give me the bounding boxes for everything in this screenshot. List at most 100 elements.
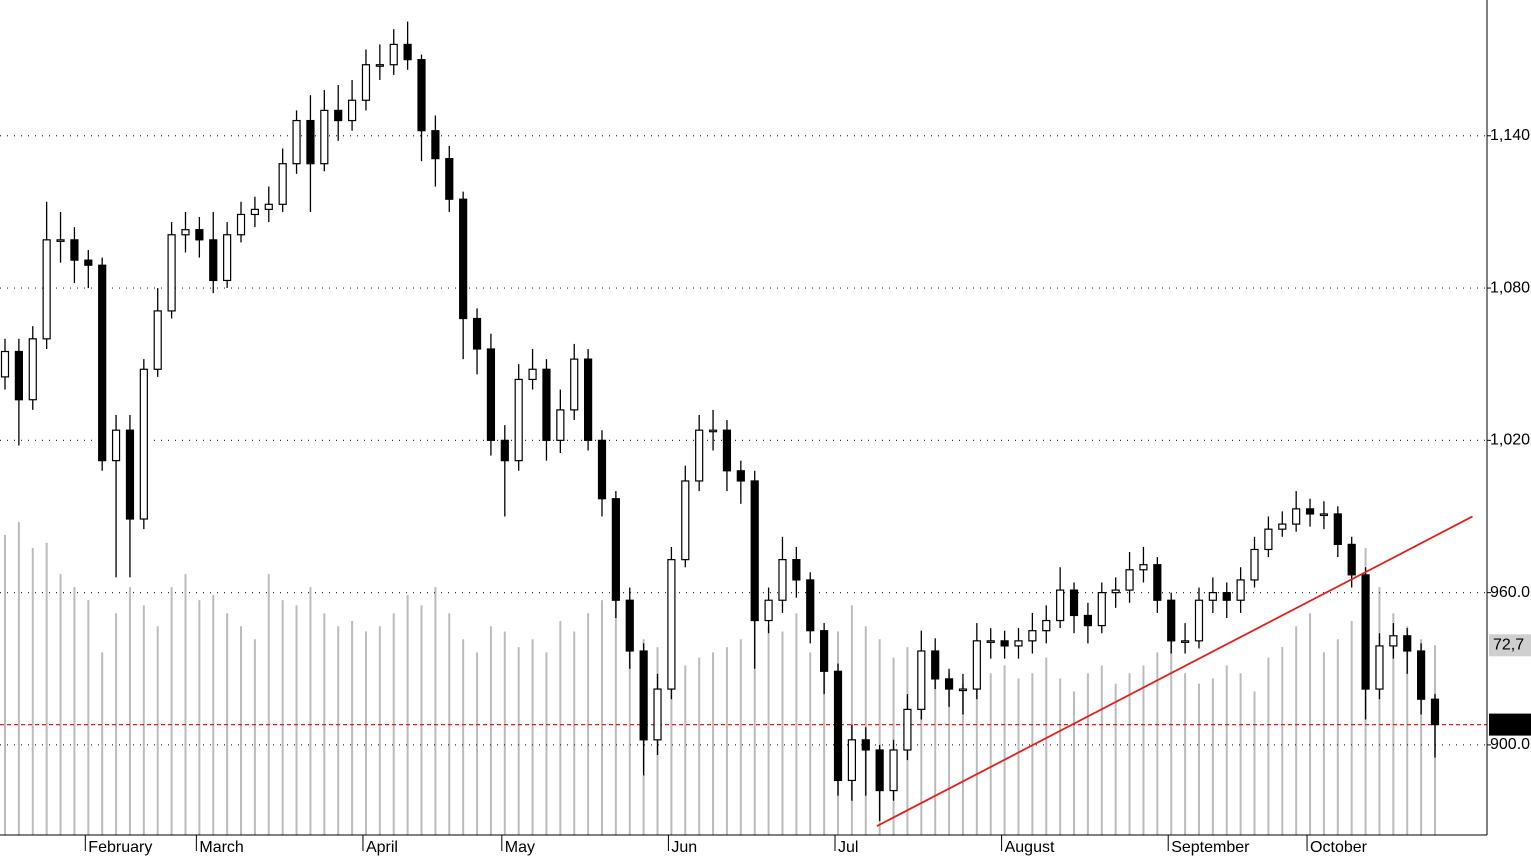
candle-body	[820, 630, 829, 672]
candle-body	[14, 350, 23, 401]
candle-body	[445, 158, 454, 200]
candle-body	[722, 429, 732, 472]
candle-body	[917, 650, 926, 710]
candle-body	[792, 559, 801, 581]
candle-body	[958, 688, 968, 692]
candle-body	[1292, 508, 1301, 525]
candle-body	[209, 239, 218, 282]
candle-body	[1347, 543, 1356, 576]
candle-body	[98, 264, 107, 462]
volume-label-box	[1489, 634, 1531, 657]
candle-body	[0, 350, 10, 378]
candle-body	[625, 599, 634, 652]
candle-body	[153, 310, 162, 370]
candle-body	[1111, 589, 1120, 594]
candle-body	[1069, 589, 1079, 617]
candle-body	[861, 739, 870, 751]
candle-body	[347, 99, 357, 122]
candle-body	[944, 678, 954, 690]
candle-body	[972, 640, 981, 690]
candle-body	[1236, 579, 1245, 601]
candle-body	[1083, 614, 1093, 627]
candle-body	[70, 239, 79, 261]
candle-body	[570, 358, 579, 411]
candle-body	[889, 749, 898, 792]
candle-body	[306, 119, 315, 165]
candle-body	[903, 708, 912, 751]
candle-body	[1319, 513, 1329, 517]
candle-body	[1305, 508, 1315, 515]
candle-body	[708, 429, 718, 433]
candle-body	[1389, 635, 1398, 647]
candle-body	[875, 749, 884, 792]
candle-body	[56, 239, 65, 242]
candle-body	[1333, 513, 1342, 545]
candle-body	[695, 429, 704, 482]
candle-body	[139, 368, 148, 520]
candle-body	[167, 234, 176, 312]
last-price-box	[1489, 713, 1531, 736]
candle-body	[1417, 650, 1426, 700]
candle-body	[403, 43, 412, 61]
candle-body	[1278, 523, 1287, 530]
candle-body	[681, 480, 690, 561]
candle-body	[986, 640, 995, 643]
candle-body	[320, 109, 329, 165]
x-tick-label: Jun	[671, 839, 697, 856]
candle-body	[1153, 564, 1162, 601]
candle-body	[556, 409, 565, 441]
candle-body	[778, 559, 787, 601]
trendline	[876, 515, 1473, 827]
candle-body	[195, 229, 204, 241]
candle-body	[125, 429, 135, 520]
candle-body	[223, 234, 232, 282]
x-tick-label: May	[505, 839, 535, 856]
candle-body	[1222, 592, 1231, 601]
candle-body	[514, 378, 523, 462]
candle-body	[584, 358, 593, 441]
candle-body	[1125, 569, 1134, 591]
candle-body	[667, 559, 676, 690]
candle-body	[1403, 635, 1412, 652]
candle-body	[639, 650, 648, 741]
candle-body	[28, 338, 37, 401]
candle-body	[375, 64, 384, 67]
candle-body	[750, 480, 759, 622]
x-tick-label: August	[1005, 839, 1055, 856]
candle-body	[472, 317, 482, 350]
candle-body	[417, 59, 426, 132]
y-tick-label: 960.0	[1490, 584, 1530, 601]
y-tick-label: 1,080	[1490, 279, 1530, 296]
candle-body	[1042, 619, 1051, 632]
candle-body	[847, 739, 856, 782]
candle-body	[1375, 645, 1384, 690]
candle-body	[597, 439, 607, 500]
last-price-label: 908	[1493, 716, 1520, 733]
x-tick-label: October	[1310, 839, 1368, 856]
candle-body	[1014, 640, 1023, 647]
candle-body	[334, 109, 343, 122]
candle-body	[84, 259, 93, 266]
candle-body	[250, 208, 260, 216]
candle-body	[1194, 599, 1204, 642]
candle-body	[181, 229, 190, 236]
y-tick-label: 1,020	[1490, 432, 1530, 449]
y-tick-label: 1,140	[1490, 127, 1530, 144]
candle-body	[1000, 640, 1009, 647]
candle-body	[833, 670, 843, 782]
candle-body	[389, 43, 398, 66]
candle-body	[611, 498, 620, 601]
x-tick-label: September	[1171, 839, 1250, 856]
candle-body	[1264, 528, 1273, 551]
candle-body	[1139, 564, 1148, 571]
candle-body	[111, 429, 121, 462]
candle-body	[1056, 589, 1065, 622]
candle-body	[486, 348, 496, 441]
x-tick-label: Jul	[838, 839, 858, 856]
candle-body	[806, 579, 815, 632]
candle-body	[1167, 599, 1176, 642]
candle-body	[1361, 574, 1370, 690]
candle-body	[1250, 548, 1259, 581]
candle-body	[361, 64, 371, 101]
